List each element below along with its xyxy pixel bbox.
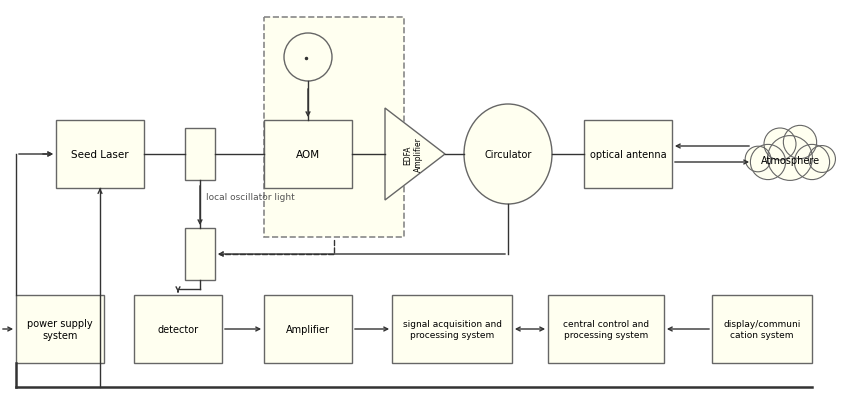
Bar: [185, 129, 215, 180]
Bar: [134, 295, 222, 363]
Text: Seed Laser: Seed Laser: [71, 150, 129, 160]
Circle shape: [808, 146, 836, 173]
Text: AOM: AOM: [296, 150, 320, 160]
Circle shape: [783, 126, 817, 159]
Text: display/communi
cation system: display/communi cation system: [723, 319, 801, 339]
Bar: [264, 295, 352, 363]
Bar: [264, 121, 352, 189]
Bar: [264, 18, 404, 237]
Text: EDFA
Amplifier: EDFA Amplifier: [403, 137, 423, 172]
Text: power supply
system: power supply system: [27, 319, 93, 340]
Circle shape: [795, 145, 830, 180]
Bar: [548, 295, 664, 363]
Text: detector: detector: [157, 324, 198, 334]
Text: local oscillator light: local oscillator light: [206, 193, 295, 202]
Ellipse shape: [284, 34, 332, 82]
Bar: [16, 295, 104, 363]
Bar: [185, 229, 215, 280]
Text: signal acquisition and
processing system: signal acquisition and processing system: [402, 319, 501, 339]
Bar: [392, 295, 512, 363]
Bar: [712, 295, 812, 363]
Circle shape: [746, 147, 770, 172]
Text: central control and
processing system: central control and processing system: [563, 319, 649, 339]
Bar: [584, 121, 672, 189]
Text: Amplifier: Amplifier: [286, 324, 330, 334]
Bar: [56, 121, 144, 189]
Text: Atmosphere: Atmosphere: [760, 155, 819, 166]
Polygon shape: [385, 109, 445, 200]
Circle shape: [768, 136, 813, 181]
Ellipse shape: [464, 105, 552, 204]
Text: Circulator: Circulator: [484, 150, 532, 160]
Circle shape: [764, 129, 796, 161]
Text: optical antenna: optical antenna: [589, 150, 667, 160]
Circle shape: [751, 145, 786, 180]
